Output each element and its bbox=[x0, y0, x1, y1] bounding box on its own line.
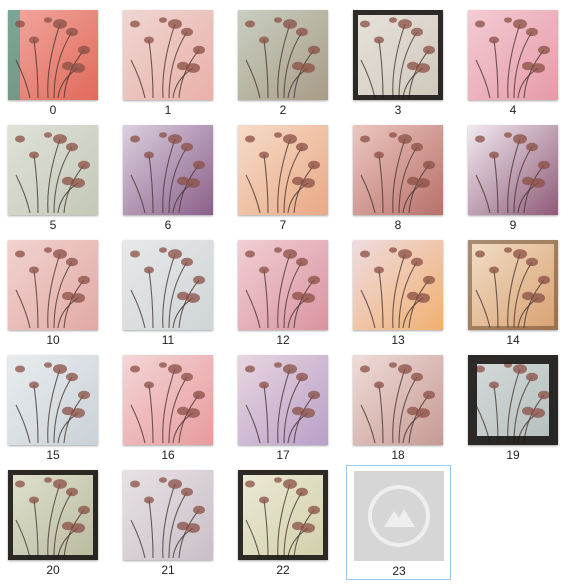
photo-image bbox=[123, 240, 213, 330]
photo-image bbox=[123, 470, 213, 560]
photo-image bbox=[238, 470, 328, 560]
thumbnail-item[interactable]: 10 bbox=[6, 235, 110, 349]
thumbnail-item[interactable]: 9 bbox=[466, 120, 569, 234]
thumbnail-label: 18 bbox=[351, 448, 445, 462]
thumbnail-item[interactable]: 15 bbox=[6, 350, 110, 464]
thumbnail-item[interactable]: 12 bbox=[236, 235, 340, 349]
thumbnail-label: 5 bbox=[6, 218, 100, 232]
thumbnail-image bbox=[238, 240, 328, 330]
thumbnail-image bbox=[353, 240, 443, 330]
thumbnail-item[interactable]: 21 bbox=[121, 465, 225, 579]
photo-image bbox=[238, 355, 328, 445]
photo-image bbox=[8, 10, 98, 100]
thumbnail-label: 17 bbox=[236, 448, 330, 462]
photo-image bbox=[8, 470, 98, 560]
thumbnail-image bbox=[353, 10, 443, 100]
mountain-icon bbox=[354, 471, 444, 561]
photo-image bbox=[238, 240, 328, 330]
thumbnail-item[interactable]: 14 bbox=[466, 235, 569, 349]
thumbnail-label: 6 bbox=[121, 218, 215, 232]
thumbnail-image bbox=[8, 240, 98, 330]
thumbnail-label: 2 bbox=[236, 103, 330, 117]
photo-image bbox=[8, 125, 98, 215]
photo-image bbox=[353, 10, 443, 100]
thumbnail-image bbox=[123, 125, 213, 215]
thumbnail-item[interactable]: 17 bbox=[236, 350, 340, 464]
thumbnail-label: 4 bbox=[466, 103, 560, 117]
photo-image bbox=[123, 125, 213, 215]
thumbnail-label: 16 bbox=[121, 448, 215, 462]
thumbnail-label: 8 bbox=[351, 218, 445, 232]
thumbnail-image bbox=[238, 355, 328, 445]
thumbnail-label: 1 bbox=[121, 103, 215, 117]
thumbnail-item[interactable]: 16 bbox=[121, 350, 225, 464]
thumbnail-image bbox=[353, 125, 443, 215]
thumbnail-item[interactable]: 2 bbox=[236, 5, 340, 119]
thumbnail-item[interactable]: 4 bbox=[466, 5, 569, 119]
thumbnail-image bbox=[468, 355, 558, 445]
photo-image bbox=[8, 240, 98, 330]
photo-image bbox=[353, 355, 443, 445]
thumbnail-image bbox=[123, 355, 213, 445]
thumbnail-image bbox=[238, 10, 328, 100]
thumbnail-label: 21 bbox=[121, 563, 215, 577]
thumbnail-image bbox=[8, 125, 98, 215]
thumbnail-image bbox=[238, 470, 328, 560]
photo-image bbox=[8, 355, 98, 445]
thumbnail-item[interactable]: 7 bbox=[236, 120, 340, 234]
thumbnail-label: 9 bbox=[466, 218, 560, 232]
thumbnail-item[interactable]: 20 bbox=[6, 465, 110, 579]
thumbnail-item[interactable]: 0 bbox=[6, 5, 110, 119]
thumbnail-item[interactable]: 13 bbox=[351, 235, 455, 349]
thumbnail-label: 11 bbox=[121, 333, 215, 347]
thumbnail-label: 22 bbox=[236, 563, 330, 577]
photo-image bbox=[123, 10, 213, 100]
thumbnail-label: 19 bbox=[466, 448, 560, 462]
photo-image bbox=[238, 125, 328, 215]
thumbnail-item[interactable]: 22 bbox=[236, 465, 340, 579]
image-placeholder-icon bbox=[354, 471, 444, 561]
thumbnail-label: 0 bbox=[6, 103, 100, 117]
thumbnail-item[interactable]: 3 bbox=[351, 5, 455, 119]
thumbnail-image bbox=[468, 10, 558, 100]
photo-image bbox=[353, 240, 443, 330]
photo-image bbox=[468, 10, 558, 100]
thumbnail-label: 23 bbox=[352, 564, 446, 578]
photo-image bbox=[468, 355, 558, 445]
thumbnail-item[interactable]: 8 bbox=[351, 120, 455, 234]
photo-image bbox=[238, 10, 328, 100]
thumbnail-image bbox=[123, 240, 213, 330]
thumbnail-label: 14 bbox=[466, 333, 560, 347]
thumbnail-image bbox=[8, 10, 98, 100]
thumbnail-label: 13 bbox=[351, 333, 445, 347]
thumbnail-item[interactable]: 23 bbox=[346, 465, 451, 580]
thumbnail-label: 7 bbox=[236, 218, 330, 232]
thumbnail-label: 12 bbox=[236, 333, 330, 347]
thumbnail-item[interactable]: 19 bbox=[466, 350, 569, 464]
photo-image bbox=[468, 240, 558, 330]
photo-image bbox=[123, 355, 213, 445]
placeholder-thumbnail bbox=[354, 471, 444, 561]
photo-image bbox=[353, 125, 443, 215]
thumbnail-image bbox=[123, 470, 213, 560]
thumbnail-item[interactable]: 5 bbox=[6, 120, 110, 234]
thumbnail-label: 20 bbox=[6, 563, 100, 577]
thumbnail-label: 3 bbox=[351, 103, 445, 117]
thumbnail-image bbox=[353, 355, 443, 445]
thumbnail-image bbox=[8, 470, 98, 560]
thumbnail-label: 15 bbox=[6, 448, 100, 462]
thumbnail-image bbox=[8, 355, 98, 445]
thumbnail-label: 10 bbox=[6, 333, 100, 347]
thumbnail-item[interactable]: 18 bbox=[351, 350, 455, 464]
thumbnail-item[interactable]: 6 bbox=[121, 120, 225, 234]
photo-image bbox=[468, 125, 558, 215]
thumbnail-image bbox=[468, 125, 558, 215]
thumbnail-image bbox=[238, 125, 328, 215]
thumbnail-image bbox=[468, 240, 558, 330]
thumbnail-image bbox=[123, 10, 213, 100]
thumbnail-item[interactable]: 11 bbox=[121, 235, 225, 349]
thumbnail-item[interactable]: 1 bbox=[121, 5, 225, 119]
